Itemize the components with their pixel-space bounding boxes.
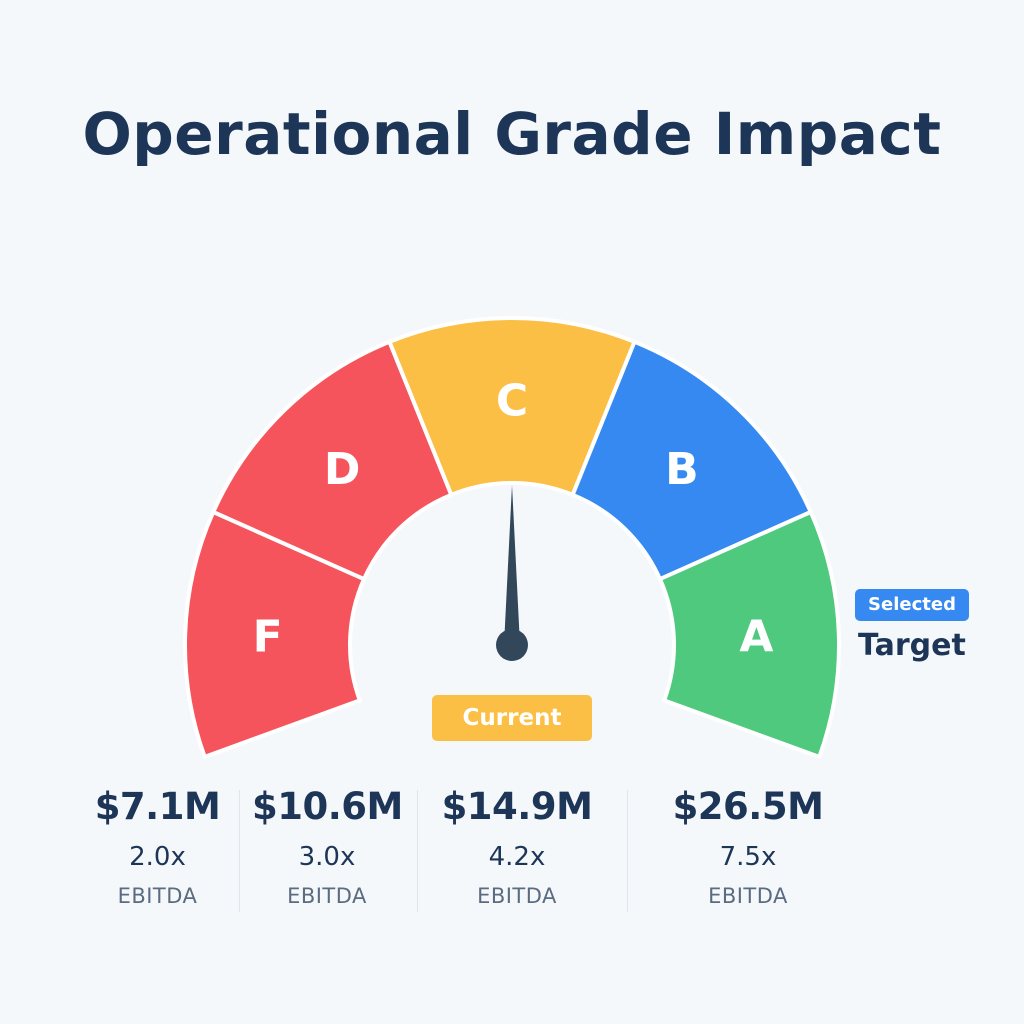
target-label: Target <box>858 628 966 663</box>
current-badge: Current <box>432 695 592 741</box>
grade-label-b: B <box>665 444 699 495</box>
grade-label-d: D <box>324 444 361 495</box>
divider <box>239 790 240 912</box>
value-unit: EBITDA <box>287 884 367 908</box>
gauge-segment-c <box>386 316 638 498</box>
divider <box>627 790 628 912</box>
gauge-segment-f <box>183 509 367 760</box>
value-multiple: 2.0x <box>129 842 186 872</box>
value-unit: EBITDA <box>708 884 788 908</box>
value-column-a: $26.5M 7.5x EBITDA <box>668 785 828 908</box>
needle-hub <box>496 629 528 661</box>
value-amount: $26.5M <box>672 785 824 828</box>
value-amount: $10.6M <box>252 785 403 828</box>
grade-label-a: A <box>739 611 773 662</box>
value-column-f: $7.1M 2.0x EBITDA <box>90 785 225 908</box>
value-column-c: $14.9M 4.2x EBITDA <box>438 785 596 908</box>
gauge-segment-b <box>570 339 814 582</box>
value-multiple: 4.2x <box>488 842 546 872</box>
value-multiple: 7.5x <box>719 842 777 872</box>
value-multiple: 3.0x <box>298 842 356 872</box>
divider <box>417 790 418 912</box>
value-amount: $14.9M <box>441 785 593 828</box>
value-column-d: $10.6M 3.0x EBITDA <box>252 785 403 908</box>
gauge-needle <box>504 485 520 645</box>
gauge-segment-a <box>657 509 841 760</box>
value-unit: EBITDA <box>477 884 557 908</box>
selected-badge[interactable]: Selected <box>855 589 969 621</box>
chart-title: Operational Grade Impact <box>82 100 942 168</box>
gauge-segment-d <box>210 339 454 582</box>
value-unit: EBITDA <box>117 884 198 908</box>
grade-label-f: F <box>253 611 283 662</box>
value-amount: $7.1M <box>94 785 221 828</box>
grade-label-c: C <box>496 376 528 427</box>
